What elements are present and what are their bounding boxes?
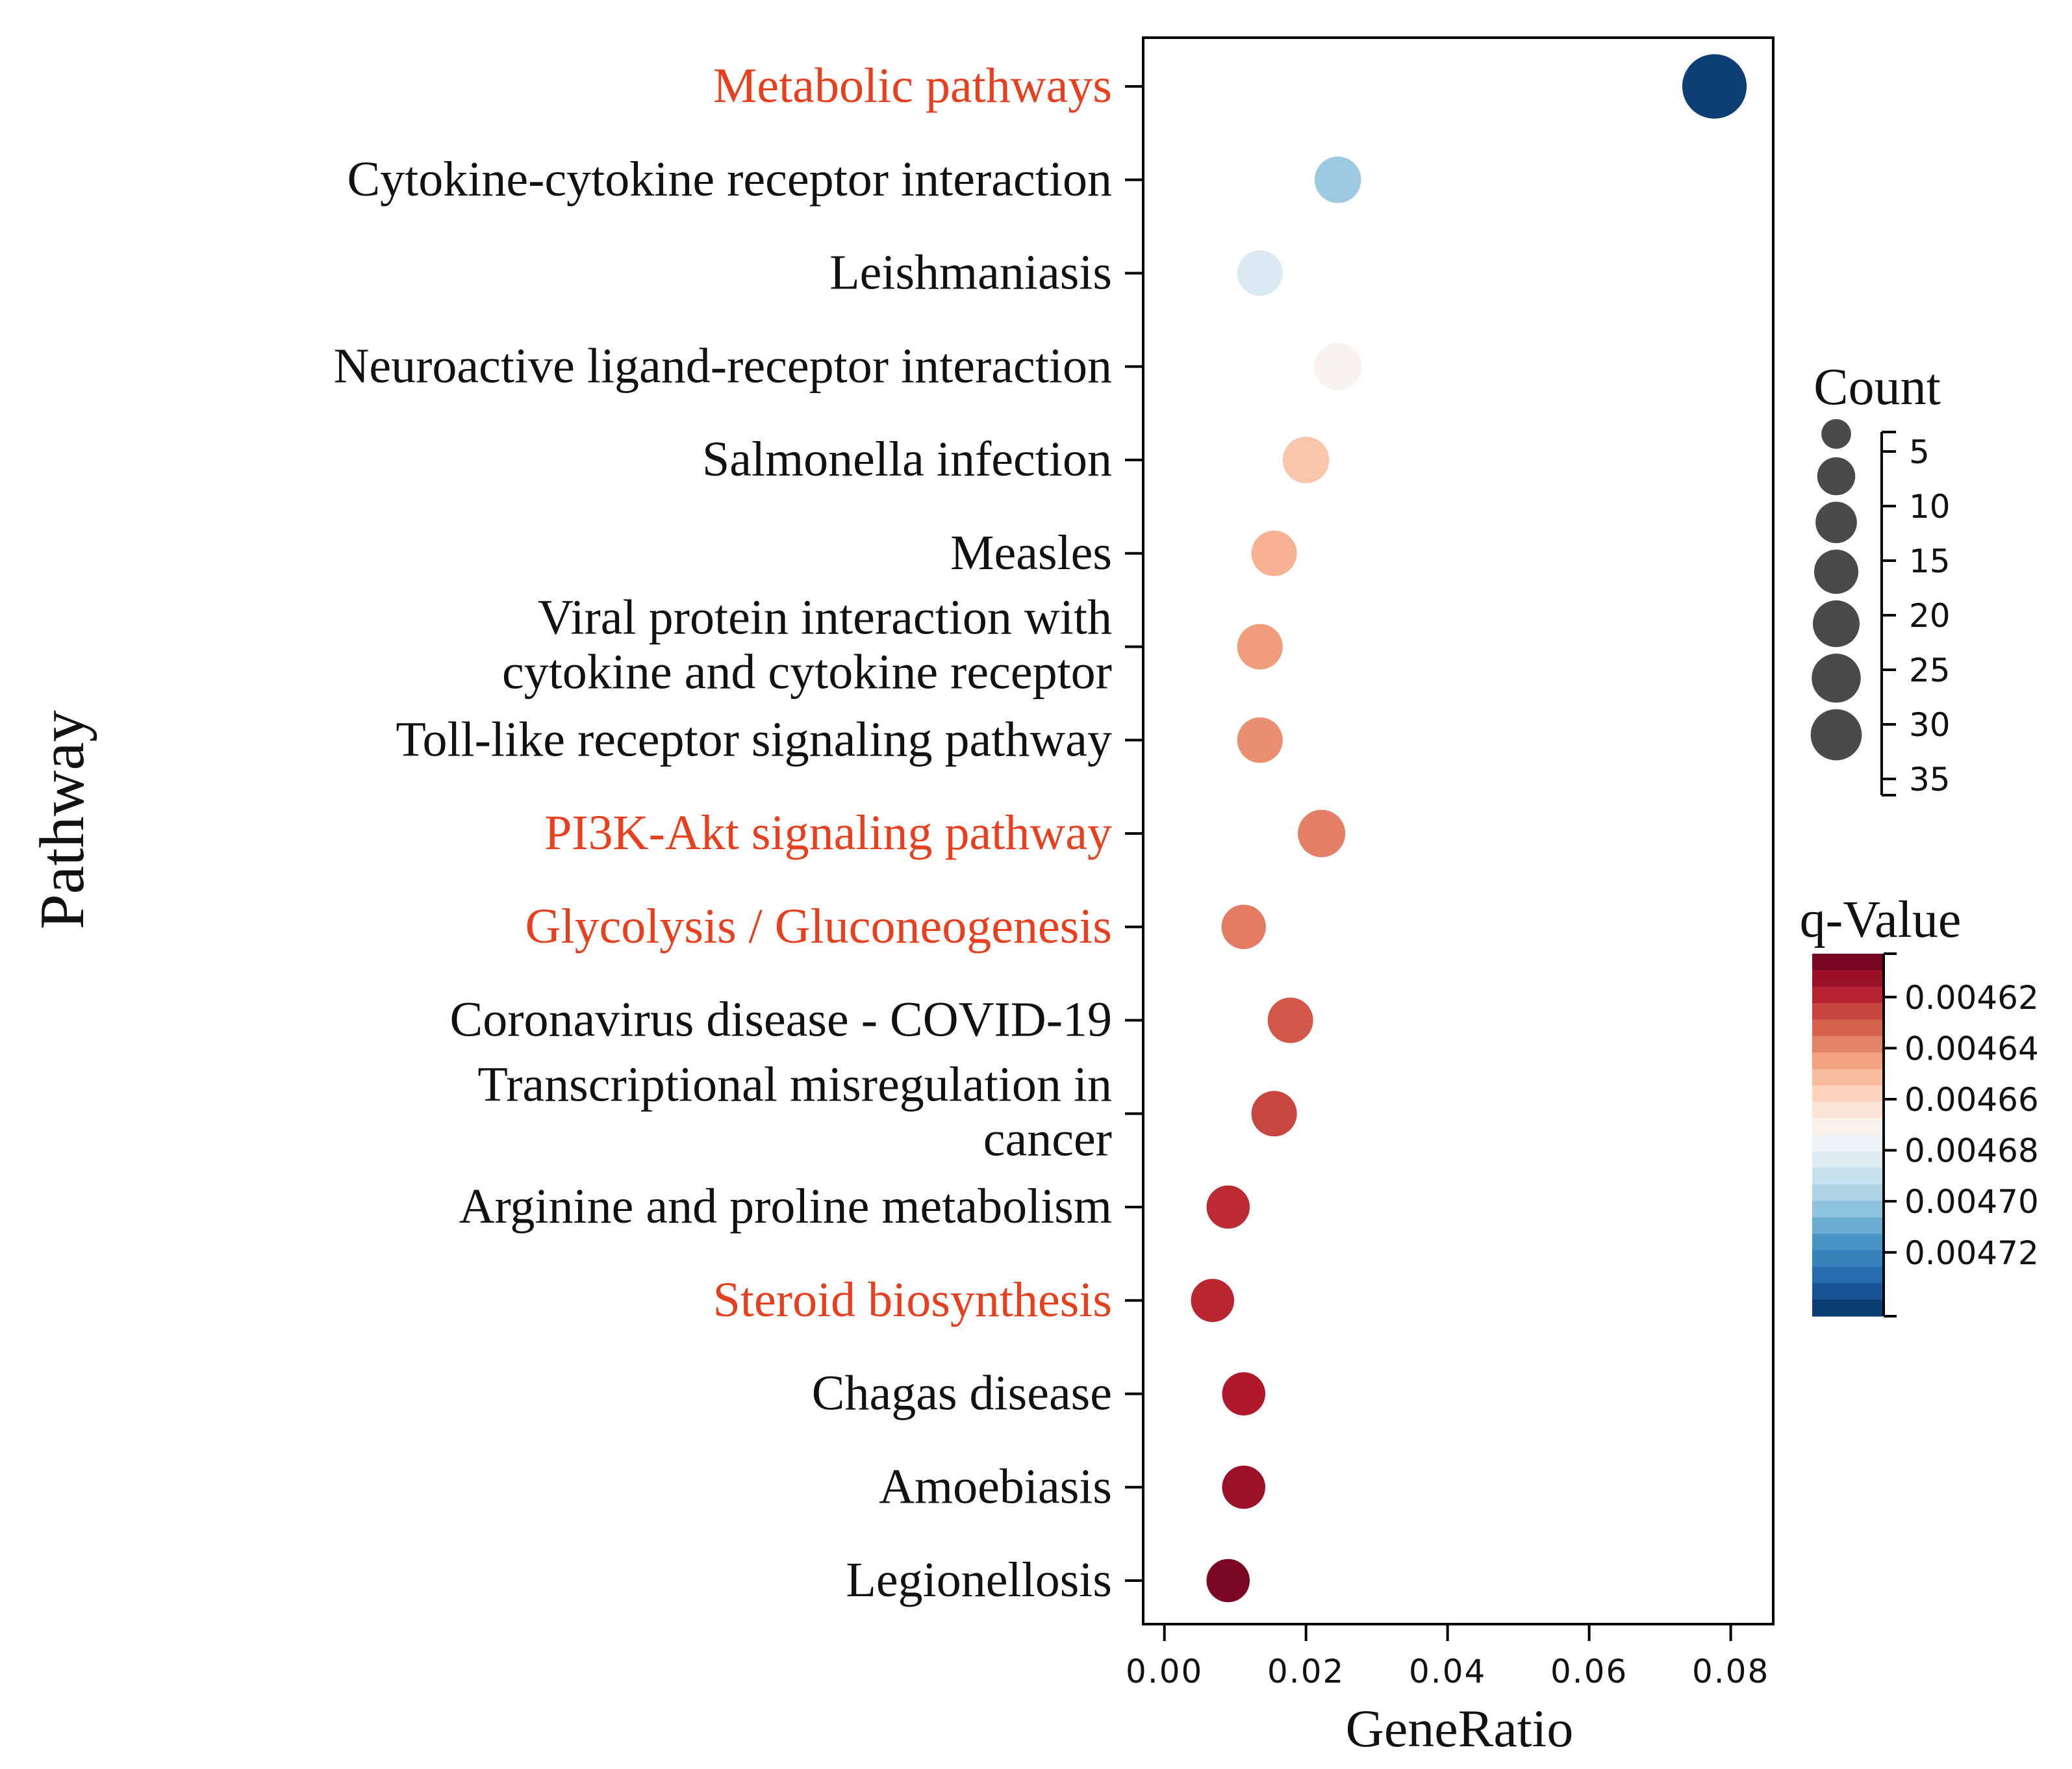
x-axis-title: GeneRatio [1346, 1699, 1574, 1758]
x-tick-label: 0.04 [1409, 1653, 1486, 1690]
colorbar-tick-label: 0.00462 [1904, 979, 2039, 1017]
data-point [1221, 904, 1266, 949]
colorbar-segment [1812, 1234, 1882, 1251]
data-point [1314, 342, 1362, 390]
size-legend-circle [1810, 709, 1862, 761]
x-tick-label: 0.06 [1550, 1653, 1628, 1690]
data-point [1237, 624, 1283, 670]
colorbar-tick-label: 0.00468 [1904, 1132, 2039, 1170]
y-tick-label: Toll-like receptor signaling pathway [396, 712, 1112, 767]
size-legend-circle [1821, 419, 1851, 449]
colorbar-segment [1812, 1266, 1882, 1284]
y-tick-label: Salmonella infection [702, 432, 1112, 487]
data-point [1206, 1559, 1250, 1603]
data-point [1237, 717, 1283, 763]
y-tick-label: cytokine and cytokine receptor [502, 645, 1112, 700]
colorbar-tick-label: 0.00472 [1904, 1234, 2039, 1272]
data-point [1282, 437, 1330, 483]
x-tick-label: 0.08 [1692, 1653, 1769, 1690]
colorbar-segment [1812, 1019, 1882, 1037]
size-legend-circle [1812, 654, 1861, 703]
size-legend-label: 25 [1909, 652, 1951, 689]
y-tick-label: Leishmaniasis [829, 246, 1112, 300]
data-point [1251, 530, 1297, 576]
size-legend-circle [1817, 457, 1856, 496]
colorbar-segment [1812, 1036, 1882, 1053]
size-legend-label: 10 [1909, 488, 1951, 526]
size-legend-label: 30 [1909, 706, 1951, 744]
size-legend-circle [1813, 550, 1859, 594]
y-tick-label: Transcriptional misregulation in [477, 1057, 1112, 1112]
x-tick-label: 0.00 [1126, 1653, 1203, 1690]
data-point [1222, 1465, 1266, 1509]
data-point [1682, 54, 1747, 119]
y-tick-label: Amoebiasis [879, 1459, 1112, 1514]
colorbar-segment [1812, 1003, 1882, 1021]
data-point [1298, 809, 1346, 858]
colorbar-segment [1812, 986, 1882, 1004]
colorbar-segment [1812, 1069, 1882, 1086]
colorbar-segment [1812, 1283, 1882, 1301]
y-tick-label: Neuroactive ligand-receptor interaction [333, 338, 1112, 393]
y-tick-label: cancer [983, 1112, 1112, 1166]
color-legend-title: q-Value [1800, 891, 1962, 948]
colorbar-segment [1812, 1250, 1882, 1267]
data-point [1237, 250, 1283, 296]
plot-frame [1142, 36, 1775, 1625]
y-tick-label: PI3K-Akt signaling pathway [544, 806, 1112, 860]
y-tick-label: Chagas disease [812, 1366, 1112, 1421]
colorbar-segment [1812, 1118, 1882, 1136]
colorbar-segment [1812, 1167, 1882, 1185]
size-legend-title: Count [1813, 359, 1941, 416]
colorbar-segment [1812, 1184, 1882, 1202]
size-legend-label: 15 [1909, 542, 1951, 580]
colorbar-segment [1812, 1201, 1882, 1218]
x-tick-label: 0.02 [1267, 1653, 1345, 1690]
colorbar-tick-label: 0.00464 [1904, 1030, 2039, 1067]
y-tick-label: Metabolic pathways [713, 58, 1112, 113]
y-tick-label: Measles [950, 526, 1112, 580]
size-legend-circle [1813, 600, 1860, 648]
colorbar-segment [1812, 1085, 1882, 1102]
y-tick-label: Glycolysis / Gluconeogenesis [525, 899, 1112, 954]
size-legend-label: 35 [1909, 761, 1951, 798]
colorbar-tick-label: 0.00466 [1904, 1081, 2039, 1119]
colorbar-segment [1812, 1052, 1882, 1070]
y-tick-label: Legionellosis [846, 1553, 1112, 1607]
y-tick-label: Steroid biosynthesis [713, 1273, 1112, 1327]
data-point [1191, 1279, 1235, 1323]
colorbar-segment [1812, 1299, 1882, 1317]
colorbar-segment [1812, 1102, 1882, 1119]
data-point [1314, 156, 1361, 203]
y-tick-label: Arginine and proline metabolism [459, 1179, 1112, 1234]
size-legend-label: 20 [1909, 597, 1951, 635]
colorbar-segment [1812, 1217, 1882, 1234]
colorbar-segment [1812, 1151, 1882, 1169]
size-legend-circle [1815, 502, 1857, 544]
y-tick-label: Coronavirus disease - COVID-19 [450, 993, 1112, 1047]
size-legend-label: 5 [1909, 433, 1930, 471]
colorbar-segment [1812, 954, 1882, 971]
data-point [1251, 1091, 1297, 1137]
y-axis-title: Pathway [27, 710, 97, 930]
y-tick-label: Viral protein interaction with [538, 591, 1112, 645]
colorbar-tick-label: 0.00470 [1904, 1183, 2039, 1221]
colorbar-segment [1812, 1135, 1882, 1152]
y-tick-label: Cytokine-cytokine receptor interaction [347, 152, 1112, 207]
colorbar-segment [1812, 970, 1882, 987]
data-point [1206, 1185, 1250, 1229]
data-point [1222, 1372, 1266, 1416]
data-point [1267, 997, 1313, 1043]
